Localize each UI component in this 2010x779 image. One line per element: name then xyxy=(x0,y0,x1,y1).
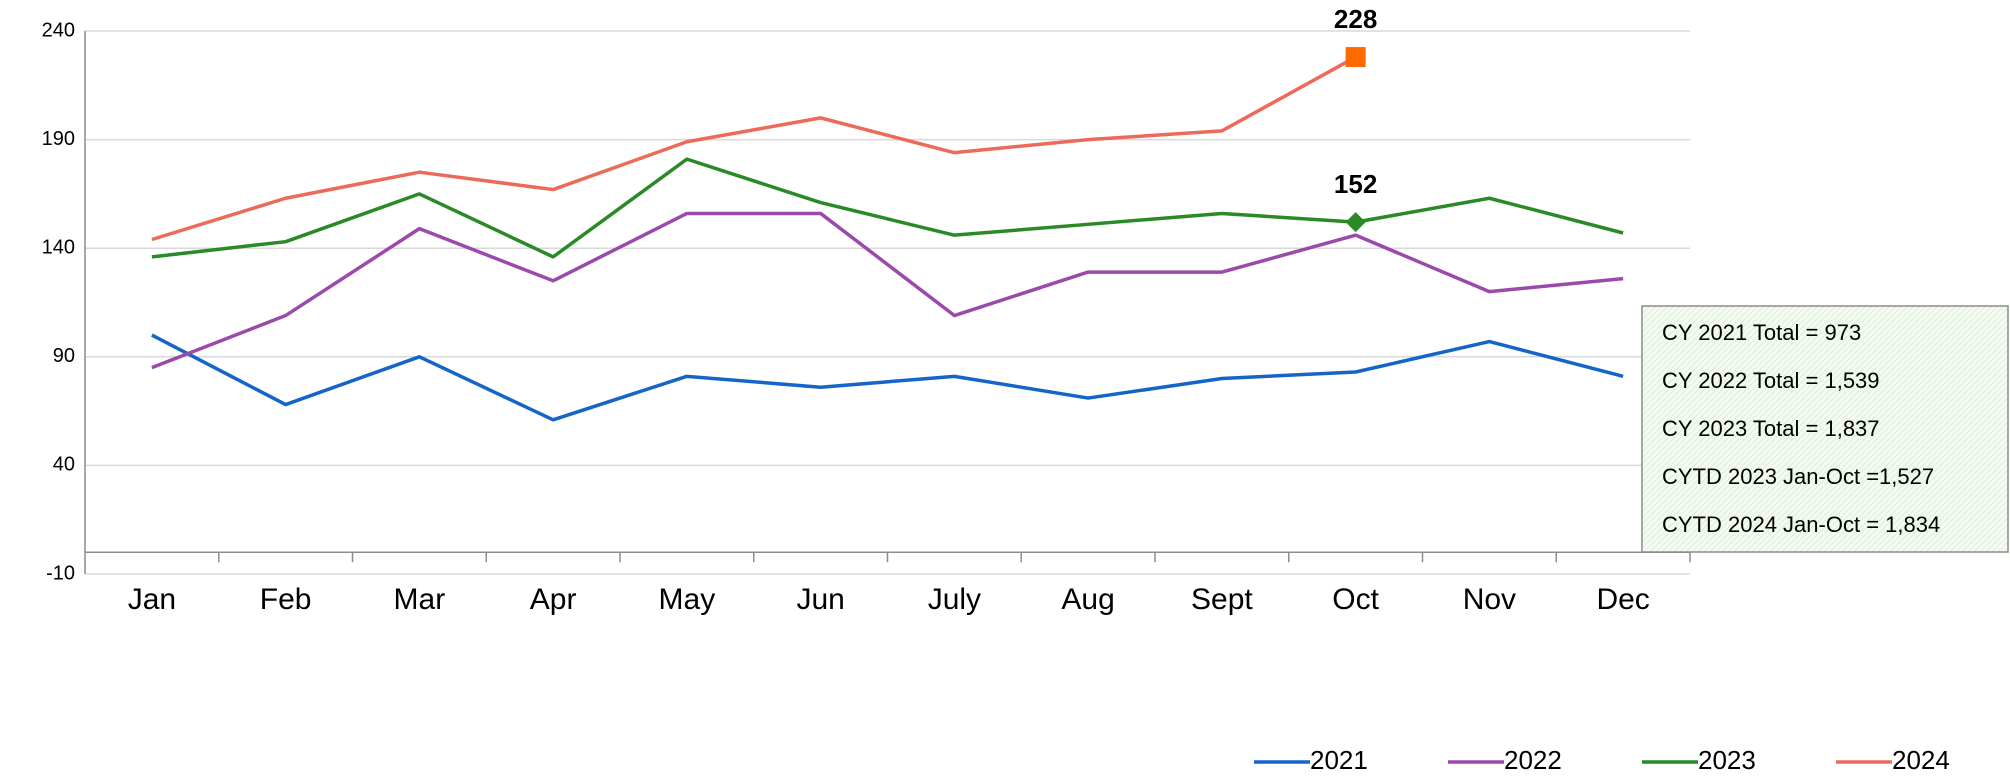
series-line xyxy=(151,211,1624,370)
y-tick-label: -10 xyxy=(46,562,75,584)
x-tick-label: Sept xyxy=(1191,583,1253,616)
x-tick-label: Feb xyxy=(260,583,312,616)
x-tick-label: Apr xyxy=(530,583,577,616)
point-marker xyxy=(1345,212,1366,233)
annotation: CYTD 2023 Jan-Oct =1,527 xyxy=(1662,464,1934,489)
y-tick-label: 90 xyxy=(53,345,75,367)
x-tick-label: Dec xyxy=(1596,583,1649,616)
y-tick-label: 240 xyxy=(42,19,75,41)
legend-label: 2024 xyxy=(1892,745,1950,775)
x-tick-label: Jan xyxy=(128,583,176,616)
annotation: CY 2023 Total = 1,837 xyxy=(1662,416,1880,441)
x-tick-label: May xyxy=(659,583,716,616)
y-tick-label: 40 xyxy=(53,454,75,476)
x-tick-label: Oct xyxy=(1332,583,1379,616)
legend-label: 2022 xyxy=(1504,745,1562,775)
series-line xyxy=(151,55,1357,242)
annotation: CYTD 2024 Jan-Oct = 1,834 xyxy=(1662,512,1940,537)
annotation: CY 2021 Total = 973 xyxy=(1662,320,1861,345)
legend-label: 2023 xyxy=(1698,745,1756,775)
x-tick-label: Jun xyxy=(796,583,844,616)
annotation-box xyxy=(1641,305,2009,553)
y-tick-label: 190 xyxy=(42,128,75,150)
legend-label: 2021 xyxy=(1310,745,1368,775)
series-line xyxy=(151,157,1624,259)
x-tick-label: July xyxy=(928,583,981,616)
x-tick-label: Nov xyxy=(1463,583,1516,616)
x-tick-label: Aug xyxy=(1061,583,1114,616)
y-tick-label: 140 xyxy=(42,236,75,258)
data-label: 228 xyxy=(1334,4,1377,34)
data-label: 152 xyxy=(1334,169,1377,199)
x-tick-label: Mar xyxy=(394,583,446,616)
annotation: CY 2022 Total = 1,539 xyxy=(1662,368,1880,393)
point-marker xyxy=(1345,47,1366,68)
series-line xyxy=(151,333,1624,422)
